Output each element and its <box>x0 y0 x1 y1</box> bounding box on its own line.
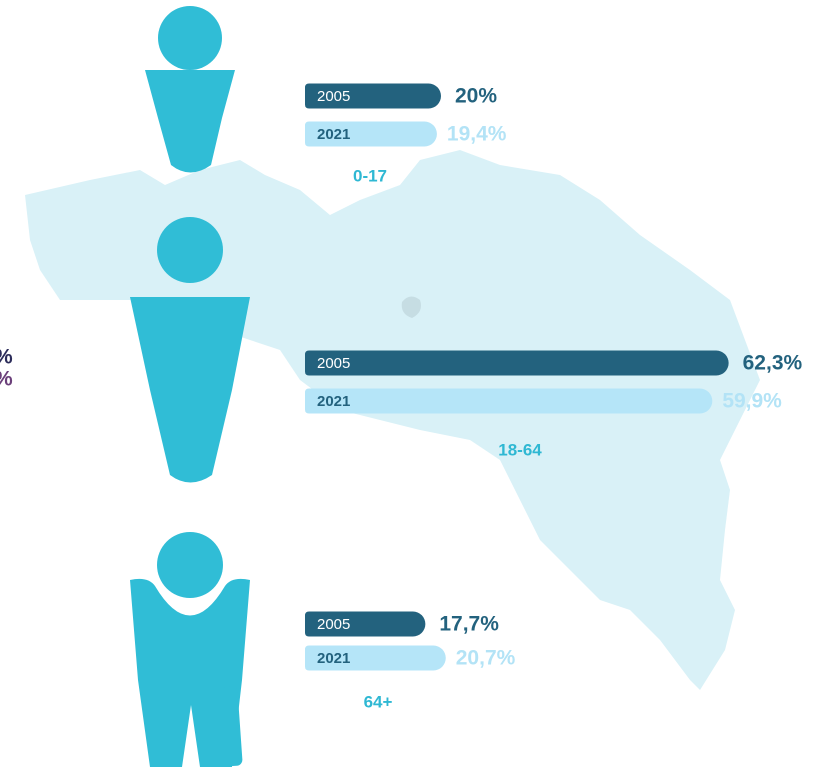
bar <box>305 83 441 109</box>
category-label: 64+ <box>364 692 393 711</box>
category-label: 0-17 <box>353 166 387 185</box>
value-label: 59,9% <box>722 390 782 413</box>
person-head <box>157 532 223 598</box>
value-label: 20% <box>455 85 497 108</box>
value-label: 20,7% <box>456 647 516 670</box>
person-body <box>145 70 235 173</box>
map-region <box>401 296 421 318</box>
series-label: 2021 <box>317 126 350 143</box>
bar <box>305 350 729 376</box>
bar <box>305 611 426 637</box>
person-head <box>157 217 223 283</box>
person-head <box>158 6 222 70</box>
value-label: 19,4% <box>447 123 507 146</box>
series-label: 2021 <box>317 393 350 410</box>
walking-cane <box>221 685 243 767</box>
person-body <box>130 578 250 767</box>
bar <box>305 121 437 147</box>
map-background <box>25 150 760 690</box>
value-label: 62,3% <box>743 352 803 375</box>
person-body <box>130 297 250 483</box>
series-label: 2005 <box>317 616 350 633</box>
edge-annotation: % <box>0 368 13 391</box>
bar <box>305 388 713 414</box>
series-label: 2005 <box>317 355 350 372</box>
bar <box>305 645 446 671</box>
edge-annotation: % <box>0 346 13 369</box>
series-label: 2005 <box>317 88 350 105</box>
series-label: 2021 <box>317 650 350 667</box>
person-icons <box>130 6 250 767</box>
value-label: 17,7% <box>439 613 499 636</box>
category-label: 18-64 <box>498 440 542 459</box>
